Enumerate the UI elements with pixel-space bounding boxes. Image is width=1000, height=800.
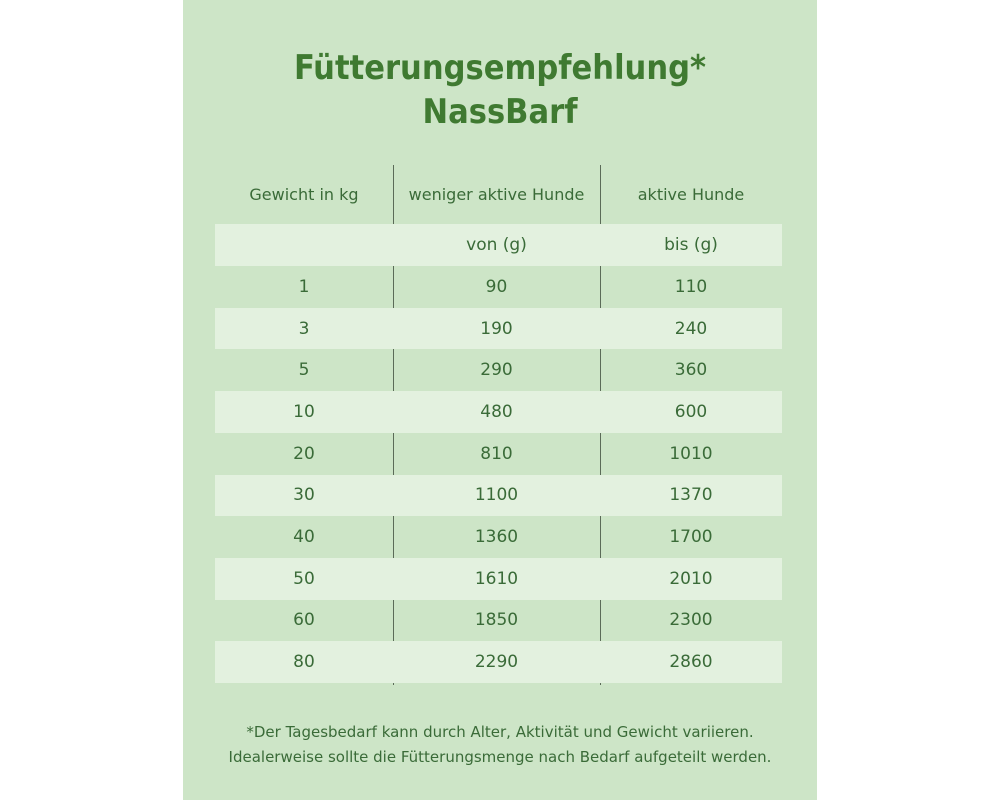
from-cell: 480 [480, 401, 513, 422]
from-cell: 1850 [474, 610, 519, 631]
from-cell: 810 [480, 443, 513, 464]
table-header: Gewicht in kg weniger aktive Hunde aktiv… [215, 174, 782, 216]
table-row: 3 190 240 [215, 307, 782, 350]
page-title: Fütterungsempfehlung* [293, 48, 707, 88]
header-active: aktive Hunde [637, 185, 745, 205]
footnote-line-2: Idealerweise sollte die Fütterungsmenge … [228, 748, 772, 766]
table-row: 40 1360 1700 [215, 516, 782, 558]
weight-cell: 80 [293, 652, 315, 673]
weight-cell: 50 [293, 568, 315, 589]
to-cell: 1700 [669, 527, 713, 548]
weight-cell: 60 [293, 610, 315, 631]
to-cell: 1010 [669, 443, 713, 464]
from-cell: 2290 [474, 652, 519, 673]
weight-cell: 3 [298, 318, 310, 339]
table-row: 20 810 1010 [215, 433, 782, 475]
weight-cell: 30 [293, 485, 315, 506]
from-cell: 290 [480, 360, 513, 381]
table-row: 50 1610 2010 [215, 557, 782, 600]
table-row: 60 1850 2300 [215, 600, 782, 642]
weight-cell: 1 [298, 276, 310, 297]
from-cell: 190 [480, 318, 513, 339]
to-cell: 110 [674, 276, 708, 297]
weight-cell: 40 [293, 527, 315, 548]
table-row: 10 480 600 [215, 391, 782, 433]
to-cell: 240 [674, 318, 708, 339]
from-cell: 1610 [474, 568, 519, 589]
page-subtitle: NassBarf [422, 92, 578, 132]
header-less-active: weniger aktive Hunde [408, 185, 585, 205]
weight-cell: 5 [298, 360, 310, 381]
to-cell: 360 [674, 360, 708, 381]
to-cell: 600 [674, 401, 708, 422]
to-cell: 2010 [669, 568, 713, 589]
subheader-to: bis (g) [664, 234, 718, 255]
weight-cell: 20 [293, 443, 315, 464]
header-weight: Gewicht in kg [249, 185, 359, 205]
table-row: 30 1100 1370 [215, 474, 782, 517]
table-row: 80 2290 2860 [215, 641, 782, 683]
table-row: 5 290 360 [215, 349, 782, 391]
from-cell: 1100 [474, 485, 519, 506]
footnote-line-1: *Der Tagesbedarf kann durch Alter, Aktiv… [246, 723, 754, 741]
footnote: *Der Tagesbedarf kann durch Alter, Aktiv… [183, 720, 817, 770]
from-cell: 90 [485, 276, 508, 297]
to-cell: 2860 [669, 652, 713, 673]
to-cell: 2300 [669, 610, 713, 631]
from-cell: 1360 [474, 527, 519, 548]
subheader-from: von (g) [466, 234, 527, 255]
table-subheader: von (g) bis (g) [215, 224, 782, 266]
to-cell: 1370 [669, 485, 713, 506]
table-row: 1 90 110 [215, 266, 782, 308]
weight-cell: 10 [293, 401, 315, 422]
feeding-panel: Fütterungsempfehlung* NassBarf Gewicht i… [183, 0, 817, 800]
